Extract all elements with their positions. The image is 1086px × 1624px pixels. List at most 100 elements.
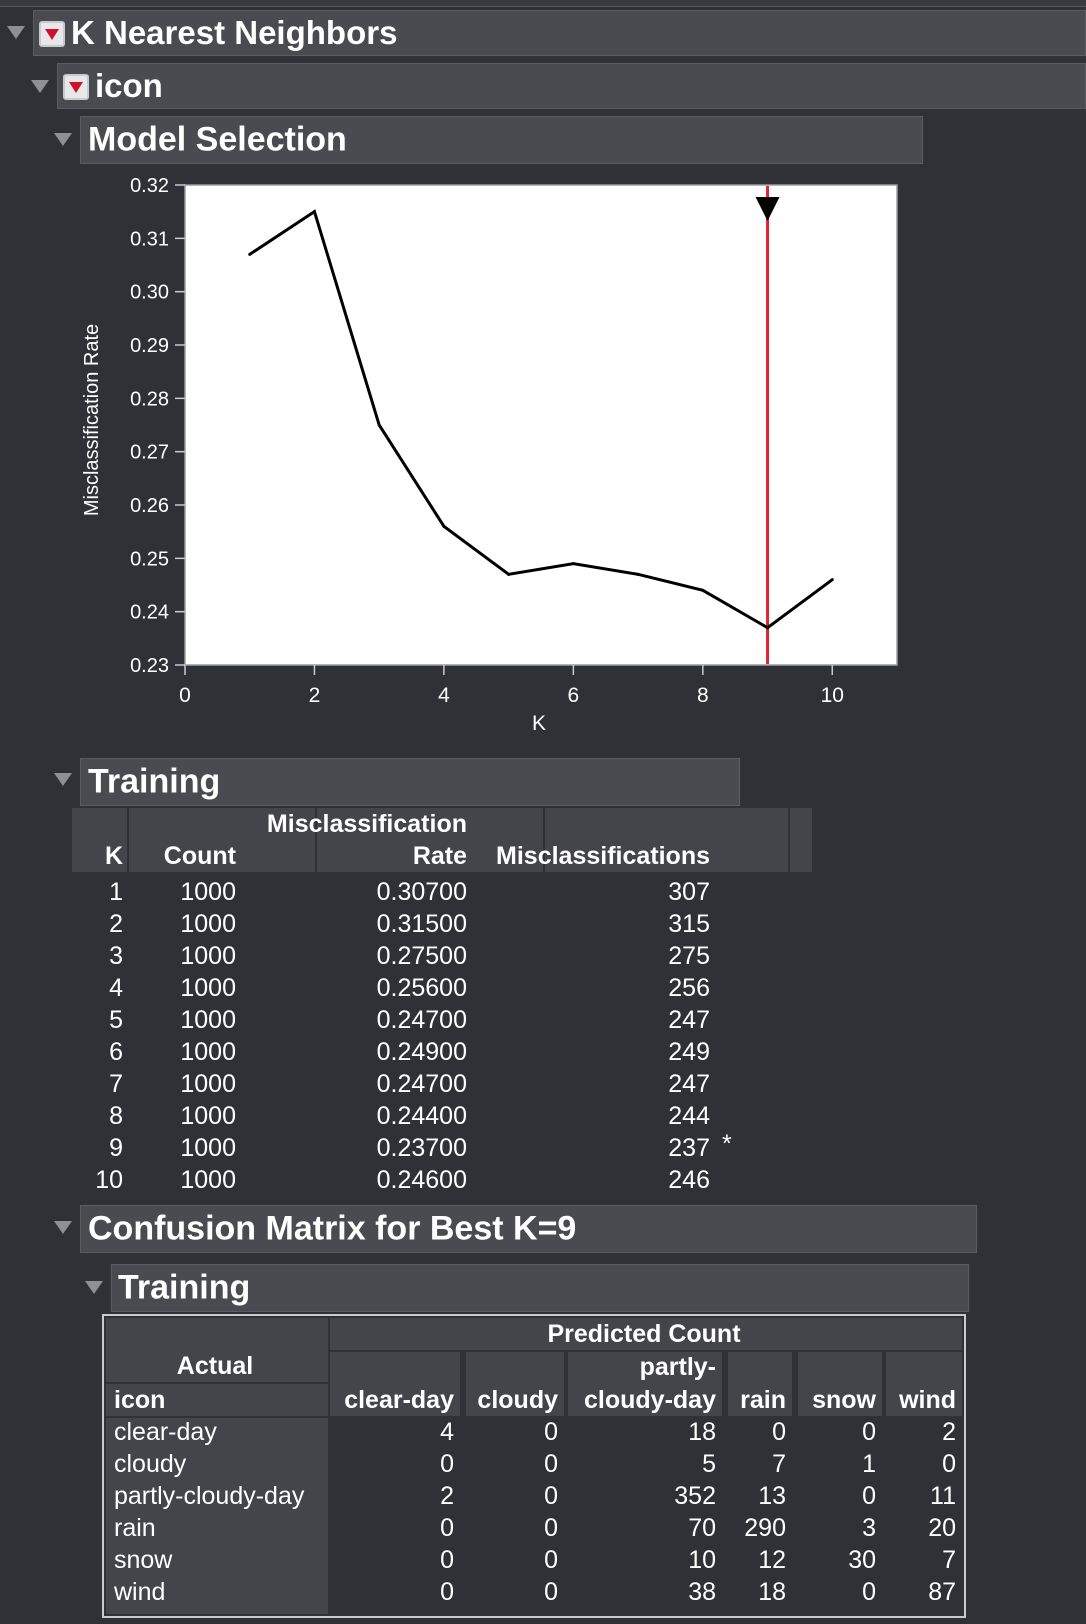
training-title: Training [88, 762, 221, 801]
col-rate-line2[interactable]: Rate [412, 842, 467, 870]
data-point [377, 423, 381, 427]
matrix-cell: 7 [772, 1450, 786, 1478]
cell-count: 1000 [180, 1006, 236, 1034]
table-row[interactable]: 5 1000 0.24700 247 [72, 1006, 772, 1038]
col-misclassifications[interactable]: Misclassifications [496, 842, 710, 870]
matrix-cell: 0 [862, 1482, 876, 1510]
table-row[interactable]: 2 1000 0.31500 315 [72, 910, 772, 942]
top-border [0, 0, 1086, 7]
data-point [830, 578, 834, 582]
matrix-cell: 0 [544, 1418, 558, 1446]
col-k[interactable]: K [104, 842, 123, 870]
table-row[interactable]: 10 1000 0.24600 246 [72, 1166, 772, 1198]
cell-misclassifications: 244 [668, 1102, 710, 1130]
matrix-cell: 0 [544, 1514, 558, 1542]
col-rate-line1[interactable]: Misclassification [266, 810, 467, 838]
cell-count: 1000 [180, 1134, 236, 1162]
report-title: K Nearest Neighbors [71, 14, 398, 51]
y-tick-label: 0.32 [130, 175, 169, 197]
matrix-cell: 0 [440, 1546, 454, 1574]
cell-rate: 0.24400 [376, 1102, 467, 1130]
row-label: partly-cloudy-day [114, 1482, 305, 1510]
column-header-bg [798, 1352, 882, 1416]
matrix-cell: 0 [440, 1450, 454, 1478]
column-header-6[interactable]: wind [899, 1386, 956, 1414]
data-point [312, 210, 316, 214]
collapse-model-selection-icon[interactable] [54, 133, 72, 146]
confusion-matrix-frame [102, 1314, 966, 1618]
column-header-line1[interactable]: partly- [639, 1353, 716, 1381]
icon-column-label[interactable]: icon [114, 1386, 166, 1414]
table-row[interactable]: 4 1000 0.25600 256 [72, 974, 772, 1006]
cell-count: 1000 [180, 878, 236, 906]
cell-count: 1000 [180, 1070, 236, 1098]
matrix-cell: 3 [862, 1514, 876, 1542]
table-row[interactable]: 6 1000 0.24900 249 [72, 1038, 772, 1070]
data-point [701, 588, 705, 592]
cell-k: 5 [109, 1006, 123, 1034]
cell-misclassifications: 315 [668, 910, 710, 938]
collapse-report-toggle-icon[interactable] [7, 26, 25, 39]
icon-section-bar: icon [57, 63, 1086, 109]
cell-rate: 0.25600 [376, 974, 467, 1002]
collapse-confusion-training-icon[interactable] [85, 1281, 103, 1294]
cell-rate: 0.27500 [376, 942, 467, 970]
table-row[interactable]: 1 1000 0.30700 307 [72, 878, 772, 910]
collapse-icon-section-toggle-icon[interactable] [31, 80, 49, 93]
cell-rate: 0.24700 [376, 1006, 467, 1034]
matrix-cell: 38 [688, 1578, 716, 1606]
table-row[interactable]: 7 1000 0.24700 247 [72, 1070, 772, 1102]
table-row[interactable]: 9 1000 0.23700 237 * [72, 1130, 772, 1166]
cell-misclassifications: 247 [668, 1006, 710, 1034]
cell-misclassifications: 256 [668, 974, 710, 1002]
matrix-cell: 0 [440, 1514, 454, 1542]
confusion-training-title: Training [118, 1268, 251, 1307]
collapse-confusion-icon[interactable] [54, 1221, 72, 1234]
row-label: rain [114, 1514, 156, 1542]
y-tick-label: 0.30 [130, 282, 169, 304]
predicted-count-label: Predicted Count [547, 1320, 741, 1348]
matrix-cell: 0 [942, 1450, 956, 1478]
red-triangle-menu-icon[interactable] [39, 21, 65, 47]
matrix-cell: 352 [674, 1482, 716, 1510]
cell-count: 1000 [180, 910, 236, 938]
data-point [507, 572, 511, 576]
collapse-training-icon[interactable] [54, 773, 72, 786]
plot-area[interactable] [184, 184, 898, 666]
column-header-5[interactable]: snow [812, 1386, 876, 1414]
cell-k: 6 [109, 1038, 123, 1066]
cell-count: 1000 [180, 1102, 236, 1130]
matrix-cell: 0 [544, 1450, 558, 1478]
matrix-cell: 11 [930, 1482, 956, 1510]
row-label: cloudy [114, 1450, 187, 1478]
col-count[interactable]: Count [163, 842, 236, 870]
column-header-1[interactable]: clear-day [344, 1386, 454, 1414]
cell-rate: 0.24900 [376, 1038, 467, 1066]
column-header-4[interactable]: rain [740, 1386, 786, 1414]
matrix-cell: 20 [928, 1514, 956, 1542]
cell-k: 3 [109, 942, 123, 970]
cell-misclassifications: 275 [668, 942, 710, 970]
cell-count: 1000 [180, 1038, 236, 1066]
cell-rate: 0.23700 [376, 1134, 467, 1162]
data-point [248, 252, 252, 256]
y-tick-label: 0.24 [130, 602, 169, 624]
report-title-bar: K Nearest Neighbors [33, 10, 1086, 56]
matrix-cell: 70 [688, 1514, 716, 1542]
table-row[interactable]: 3 1000 0.27500 275 [72, 942, 772, 974]
matrix-cell: 30 [848, 1546, 876, 1574]
cell-misclassifications: 237 [668, 1134, 710, 1162]
best-k-marker-handle[interactable] [755, 197, 780, 221]
matrix-cell: 18 [758, 1578, 786, 1606]
x-tick-label: 6 [568, 684, 580, 707]
icon-section-menu-icon[interactable] [63, 74, 89, 100]
table-row[interactable]: 8 1000 0.24400 244 [72, 1102, 772, 1134]
y-tick-label: 0.26 [130, 495, 169, 517]
y-tick-label: 0.29 [130, 335, 169, 357]
y-tick-label: 0.28 [130, 388, 169, 410]
row-label: snow [114, 1546, 173, 1574]
cell-count: 1000 [180, 974, 236, 1002]
column-header-2[interactable]: cloudy [477, 1386, 558, 1414]
column-header-3[interactable]: cloudy-day [584, 1386, 716, 1414]
matrix-cell: 5 [702, 1450, 716, 1478]
